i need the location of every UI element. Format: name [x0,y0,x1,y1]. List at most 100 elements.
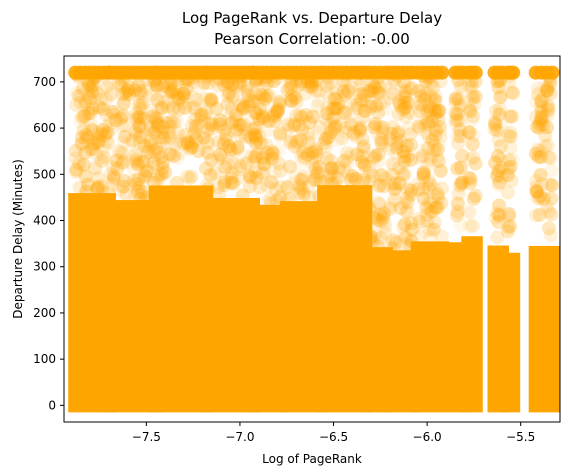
scatter-point [185,89,200,104]
scatter-point [344,79,359,94]
scatter-point [396,227,411,242]
scatter-point [370,239,385,254]
scatter-point [138,168,153,183]
scatter-point [201,181,216,196]
scatter-point [376,138,391,153]
scatter-point [102,117,117,132]
scatter-point [463,205,478,220]
scatter-point [416,170,431,185]
scatter-point [417,224,432,239]
scatter-point [364,150,379,165]
scatter-point [448,113,463,128]
scatter-point [151,117,166,132]
scatter-point [340,155,355,170]
scatter-point [122,137,137,152]
scatter-point [288,116,303,131]
scatter-point [431,190,446,205]
scatter-point [91,125,106,140]
scatter-point [502,153,517,168]
scatter-point [399,205,414,220]
scatter-point [540,120,555,135]
scatter-point [265,151,280,166]
scatter-point [100,125,115,140]
scatter-point [414,89,429,104]
scatter-point [541,138,556,153]
scatter-point [385,168,400,183]
scatter-point [270,104,285,119]
scatter-point [416,101,431,116]
scatter-point [541,98,556,113]
scatter-point [426,80,441,95]
scatter-point [136,154,151,169]
scatter-point [106,168,121,183]
scatter-point [310,147,325,162]
scatter-point [454,79,469,94]
scatter-point [161,125,176,140]
scatter-point [108,104,123,119]
x-tick-label: −7.5 [132,430,161,444]
scatter-point [72,114,87,129]
scatter-point [163,147,178,162]
scatter-point [365,84,380,99]
scatter-point [227,143,242,158]
scatter-point [341,166,356,181]
scatter-point [377,102,392,117]
scatter-point [145,87,160,102]
scatter-point [301,189,316,204]
scatter-point [123,155,138,170]
scatter-point [368,226,383,241]
scatter-point [356,175,371,190]
scatter-point [448,91,463,106]
scatter-point [247,150,262,165]
scatter-point [330,133,345,148]
scatter-point [134,96,149,111]
scatter-point [132,192,147,207]
scatter-point [399,138,414,153]
scatter-dense-band [410,241,450,413]
scatter-point [121,83,136,98]
scatter-point [289,134,304,149]
scatter-point [392,160,407,175]
scatter-point [318,131,333,146]
scatter-point [85,88,100,103]
scatter-point [99,133,114,148]
scatter-point [169,175,184,190]
scatter-point [542,150,557,165]
scatter-point [339,145,354,160]
scatter-point [466,109,481,124]
scatter-point [264,175,279,190]
scatter-point [490,206,505,221]
scatter-point [172,133,187,148]
scatter-point [538,139,553,154]
scatter-point [453,218,468,233]
scatter-point [288,169,303,184]
scatter-point [531,120,546,135]
scatter-point [356,139,371,154]
scatter-point [364,229,379,244]
scatter-point [289,95,304,110]
scatter-point [325,111,340,126]
scatter-point [117,173,132,188]
scatter-point [363,165,378,180]
scatter-point [391,124,406,139]
scatter-point [213,148,228,163]
scatter-point [299,107,314,122]
scatter-point [451,186,466,201]
scatter-point [147,144,162,159]
scatter-point [419,208,434,223]
scatter-point [304,174,319,189]
scatter-point [89,147,104,162]
scatter-point [273,126,288,141]
scatter-point [375,168,390,183]
scatter-point [354,120,369,135]
scatter-point [258,100,273,115]
scatter-point [250,108,265,123]
scatter-point [249,132,264,147]
scatter-point [405,222,420,237]
scatter-point [393,99,408,114]
scatter-point [389,140,404,155]
scatter-point [368,116,383,131]
scatter-point [466,128,481,143]
scatter-point [114,146,129,161]
scatter-point [427,215,442,230]
